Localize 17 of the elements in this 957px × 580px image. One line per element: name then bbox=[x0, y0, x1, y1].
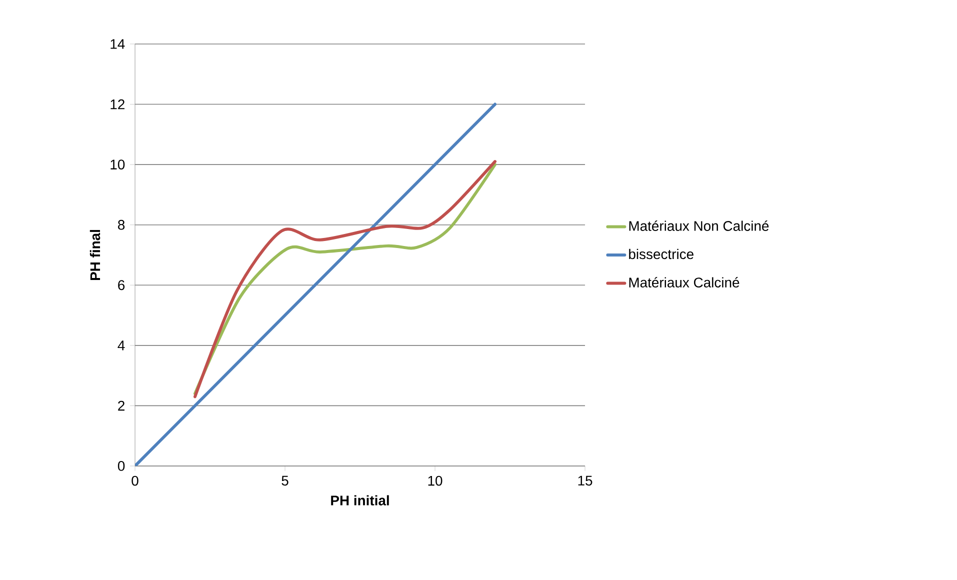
y-tick-label: 6 bbox=[118, 280, 125, 290]
x-tick-label: 0 bbox=[132, 476, 138, 486]
y-tick-label: 2 bbox=[118, 400, 124, 411]
x-tick-label: 10 bbox=[428, 476, 442, 486]
y-tick-label: 10 bbox=[110, 160, 125, 170]
x-tick-label: 15 bbox=[578, 476, 592, 486]
y-tick-label: 8 bbox=[118, 220, 125, 230]
y-tick-label: 0 bbox=[118, 461, 125, 471]
x-tick-label: 5 bbox=[282, 476, 288, 486]
legend-label: Matériaux Calciné bbox=[629, 277, 740, 288]
legend-label: bissectrice bbox=[629, 248, 694, 260]
y-tick-label: 12 bbox=[110, 99, 124, 110]
y-tick-label: 14 bbox=[110, 39, 125, 49]
y-tick-label: 4 bbox=[118, 340, 125, 350]
legend-label: Matériaux Non Calciné bbox=[629, 220, 769, 231]
x-axis-title: PH initial bbox=[331, 495, 389, 506]
y-axis-title: PH final bbox=[90, 230, 100, 280]
